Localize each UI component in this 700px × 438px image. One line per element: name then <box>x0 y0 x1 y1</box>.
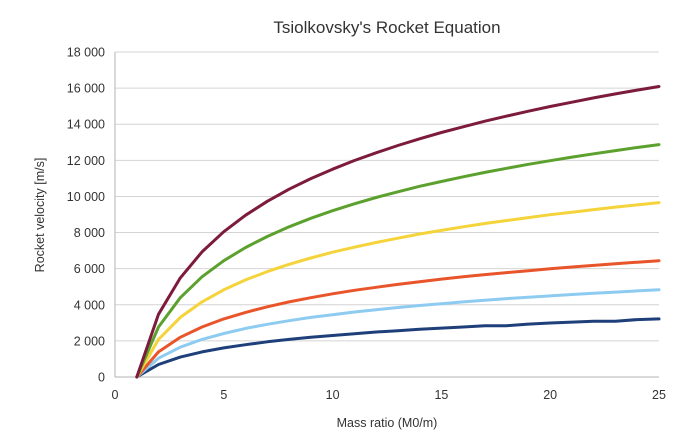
y-tick-label: 8 000 <box>74 226 105 240</box>
x-tick-label: 15 <box>434 388 448 402</box>
series-line-5 <box>135 143 661 379</box>
y-tick-label: 10 000 <box>67 190 105 204</box>
series-lines <box>135 85 661 379</box>
series-line-6 <box>135 85 661 379</box>
y-tick-label: 4 000 <box>74 298 105 312</box>
series-line-2 <box>135 288 661 379</box>
x-tick-label: 20 <box>543 388 557 402</box>
x-tick-label: 25 <box>652 388 666 402</box>
y-tick-label: 2 000 <box>74 334 105 348</box>
chart-title: Tsiolkovsky's Rocket Equation <box>273 18 500 37</box>
axes <box>114 52 659 378</box>
x-tick-label: 0 <box>112 388 119 402</box>
tick-labels: 0 2 000 4 000 6 000 8 000 10 000 12 000 14 000 1… <box>67 46 666 403</box>
series-line-4 <box>135 201 661 379</box>
y-tick-label: 18 000 <box>67 46 105 60</box>
y-tick-label: 6 000 <box>74 262 105 276</box>
y-tick-label: 0 <box>98 371 105 385</box>
y-axis-title: Rocket velocity [m/s] <box>33 158 47 273</box>
x-axis-title: Mass ratio (M0/m) <box>337 416 438 430</box>
series-line-3 <box>135 259 661 379</box>
x-tick-label: 10 <box>326 388 340 402</box>
y-tick-label: 16 000 <box>67 82 105 96</box>
x-tick-label: 5 <box>220 388 227 402</box>
y-tick-label: 14 000 <box>67 118 105 132</box>
y-tick-label: 12 000 <box>67 154 105 168</box>
series-line-1 <box>135 317 661 379</box>
gridlines <box>115 51 659 342</box>
